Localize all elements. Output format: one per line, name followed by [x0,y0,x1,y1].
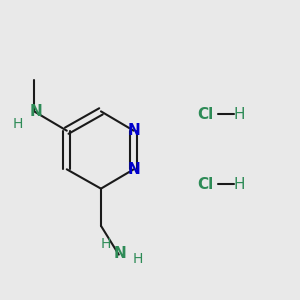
Text: H: H [100,237,111,251]
Text: H: H [233,177,245,192]
Text: N: N [29,104,42,119]
Text: H: H [133,252,143,266]
Text: Cl: Cl [197,107,213,122]
Text: N: N [127,123,140,138]
Text: Cl: Cl [197,177,213,192]
Text: N: N [127,162,140,177]
Text: N: N [114,246,127,261]
Text: H: H [233,107,245,122]
Text: H: H [13,117,23,131]
